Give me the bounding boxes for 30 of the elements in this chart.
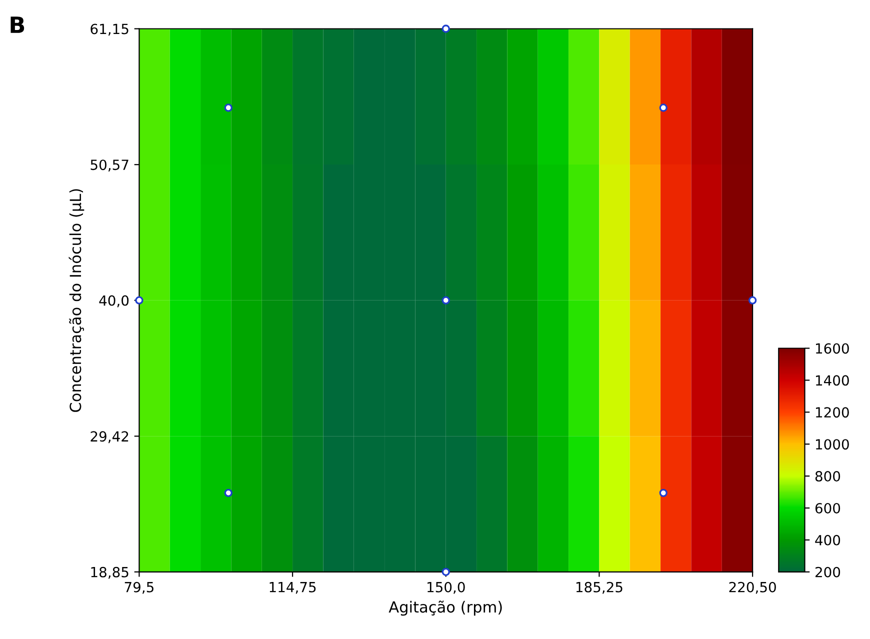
point [748,296,757,304]
x-axis-title: Agitação (rpm) [388,600,502,616]
point [224,488,232,498]
x-tick-label: 114,75 [270,582,316,594]
point [442,568,450,576]
x-tick-label: 150,0 [428,582,465,594]
color-bar-label: 200 [815,566,840,578]
y-tick-label: 50,57 [90,160,128,172]
color-bar-label: 400 [815,534,840,546]
color-bar-label: 1000 [816,439,849,450]
x-tick-label: 79,5 [124,582,154,594]
point [442,296,450,304]
point [442,24,450,33]
color-bar-label: 1200 [816,407,849,418]
point [224,104,232,112]
point [659,104,668,112]
text: B [10,16,24,33]
x-tick-label: 185,25 [576,582,622,594]
point [135,296,144,304]
point [659,488,668,498]
y-tick-label: 61,15 [90,24,128,36]
y-tick-label: 18,85 [91,566,128,579]
y-tick-label: 40,0 [99,295,129,308]
color-bar-label: 1600 [816,343,849,354]
color-bar-label: 600 [815,502,840,514]
color-bar-label: 1400 [816,375,849,386]
y-axis-title: Concentração do Inóculo (µL) [68,189,84,412]
color-bar-label: 800 [815,471,840,482]
x-tick-label: 220,50 [729,582,776,594]
y-tick-label: 29,42 [90,431,128,444]
